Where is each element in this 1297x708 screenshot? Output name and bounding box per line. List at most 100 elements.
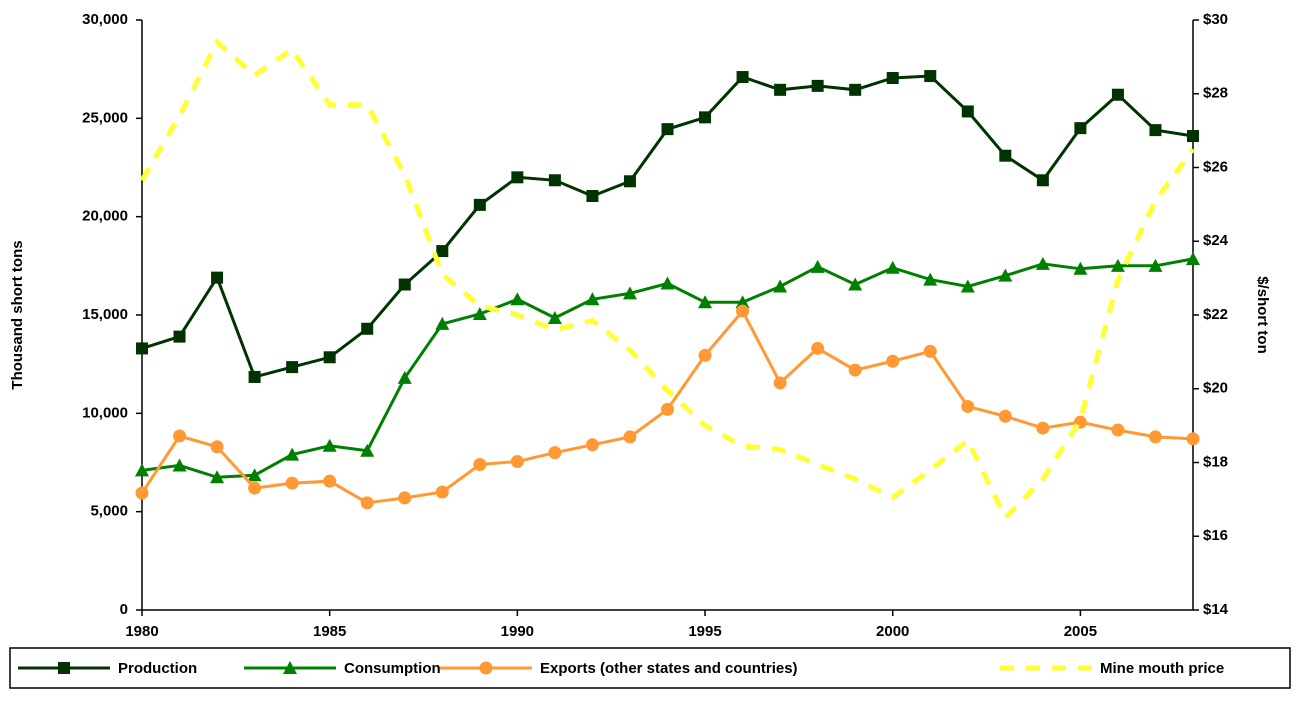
data-point: [1186, 251, 1200, 265]
y-tick-label: 0: [120, 601, 128, 618]
data-point: [173, 429, 187, 443]
x-tick-label: 1990: [501, 623, 534, 640]
data-point: [323, 351, 336, 364]
x-tick-label: 2005: [1064, 623, 1097, 640]
data-point: [773, 279, 788, 293]
series-line: [139, 38, 1196, 523]
data-point: [511, 171, 524, 184]
data-point: [622, 286, 637, 300]
data-point: [960, 279, 975, 293]
data-point: [361, 322, 374, 335]
data-point: [810, 259, 825, 273]
data-point: [1149, 124, 1162, 137]
data-point: [211, 271, 224, 284]
data-point: [923, 272, 938, 286]
data-point: [1187, 130, 1199, 143]
data-point: [473, 457, 487, 471]
legend-label: Mine mouth price: [1100, 660, 1224, 677]
legend-marker: [283, 661, 297, 674]
data-point: [1148, 258, 1163, 272]
y2-tick-label: $16: [1203, 527, 1228, 544]
data-point: [360, 496, 374, 510]
y-tick-label: 15,000: [82, 306, 128, 323]
data-point: [961, 105, 974, 118]
data-point: [473, 198, 486, 211]
legend-label: Production: [118, 660, 197, 677]
data-point: [811, 79, 824, 92]
data-point: [924, 70, 937, 83]
data-point: [623, 430, 637, 444]
data-point: [1148, 430, 1162, 444]
data-point: [699, 111, 712, 124]
data-point: [698, 348, 712, 362]
legend-marker: [479, 661, 493, 675]
y2-tick-label: $24: [1203, 232, 1229, 249]
data-point: [848, 363, 862, 377]
data-point: [1073, 261, 1088, 275]
legend-marker: [58, 662, 70, 674]
data-point: [548, 174, 561, 187]
y-axis-title: Thousand short tons: [9, 240, 26, 389]
data-point: [210, 470, 225, 484]
data-point: [360, 443, 375, 457]
data-point: [886, 354, 900, 368]
y-tick-label: 10,000: [82, 404, 128, 421]
data-point: [248, 481, 262, 495]
data-point: [247, 468, 262, 482]
data-point: [1036, 421, 1050, 435]
data-point: [698, 295, 713, 309]
data-point: [172, 458, 187, 472]
data-point: [1111, 423, 1125, 437]
data-point: [135, 463, 149, 477]
data-point: [998, 409, 1012, 423]
data-point: [322, 438, 337, 452]
series-line: [141, 74, 1194, 379]
data-point: [1110, 258, 1125, 272]
data-point: [885, 260, 900, 274]
x-tick-label: 1980: [125, 623, 158, 640]
data-point: [398, 491, 412, 505]
x-tick-label: 1985: [313, 623, 346, 640]
y2-tick-label: $30: [1203, 11, 1228, 28]
data-point: [660, 276, 675, 290]
data-point: [136, 342, 148, 355]
y-tick-label: 20,000: [82, 208, 128, 225]
data-point: [510, 455, 524, 469]
y2-tick-label: $18: [1203, 453, 1228, 470]
data-point: [435, 485, 449, 499]
legend-label: Consumption: [344, 660, 441, 677]
legend-label: Exports (other states and countries): [540, 660, 798, 677]
data-point: [585, 438, 599, 452]
data-point: [548, 446, 562, 460]
data-point: [623, 175, 636, 188]
legend-box: [9, 647, 1291, 689]
data-point: [923, 344, 937, 358]
data-point: [323, 474, 337, 488]
y2-tick-label: $14: [1203, 601, 1229, 618]
data-point: [173, 330, 186, 343]
data-point: [1186, 432, 1200, 446]
data-point: [811, 341, 825, 355]
data-point: [774, 83, 787, 96]
data-point: [135, 486, 149, 500]
y2-tick-label: $20: [1203, 380, 1228, 397]
data-point: [1036, 174, 1049, 187]
data-point: [436, 245, 449, 258]
series-line: [141, 257, 1194, 479]
data-point: [248, 370, 261, 383]
y2-tick-label: $26: [1203, 158, 1228, 175]
data-point: [398, 278, 411, 291]
data-point: [736, 71, 749, 84]
y-tick-label: 5,000: [90, 503, 128, 520]
data-point: [661, 123, 674, 136]
data-point: [849, 83, 862, 96]
y2-tick-label: $22: [1203, 306, 1228, 323]
data-point: [961, 399, 975, 413]
data-point: [773, 376, 787, 390]
data-point: [210, 440, 224, 454]
data-point: [585, 292, 600, 306]
y2-axis-title: $/short ton: [1254, 276, 1271, 354]
y-tick-label: 25,000: [82, 109, 128, 126]
y2-tick-label: $28: [1203, 85, 1228, 102]
